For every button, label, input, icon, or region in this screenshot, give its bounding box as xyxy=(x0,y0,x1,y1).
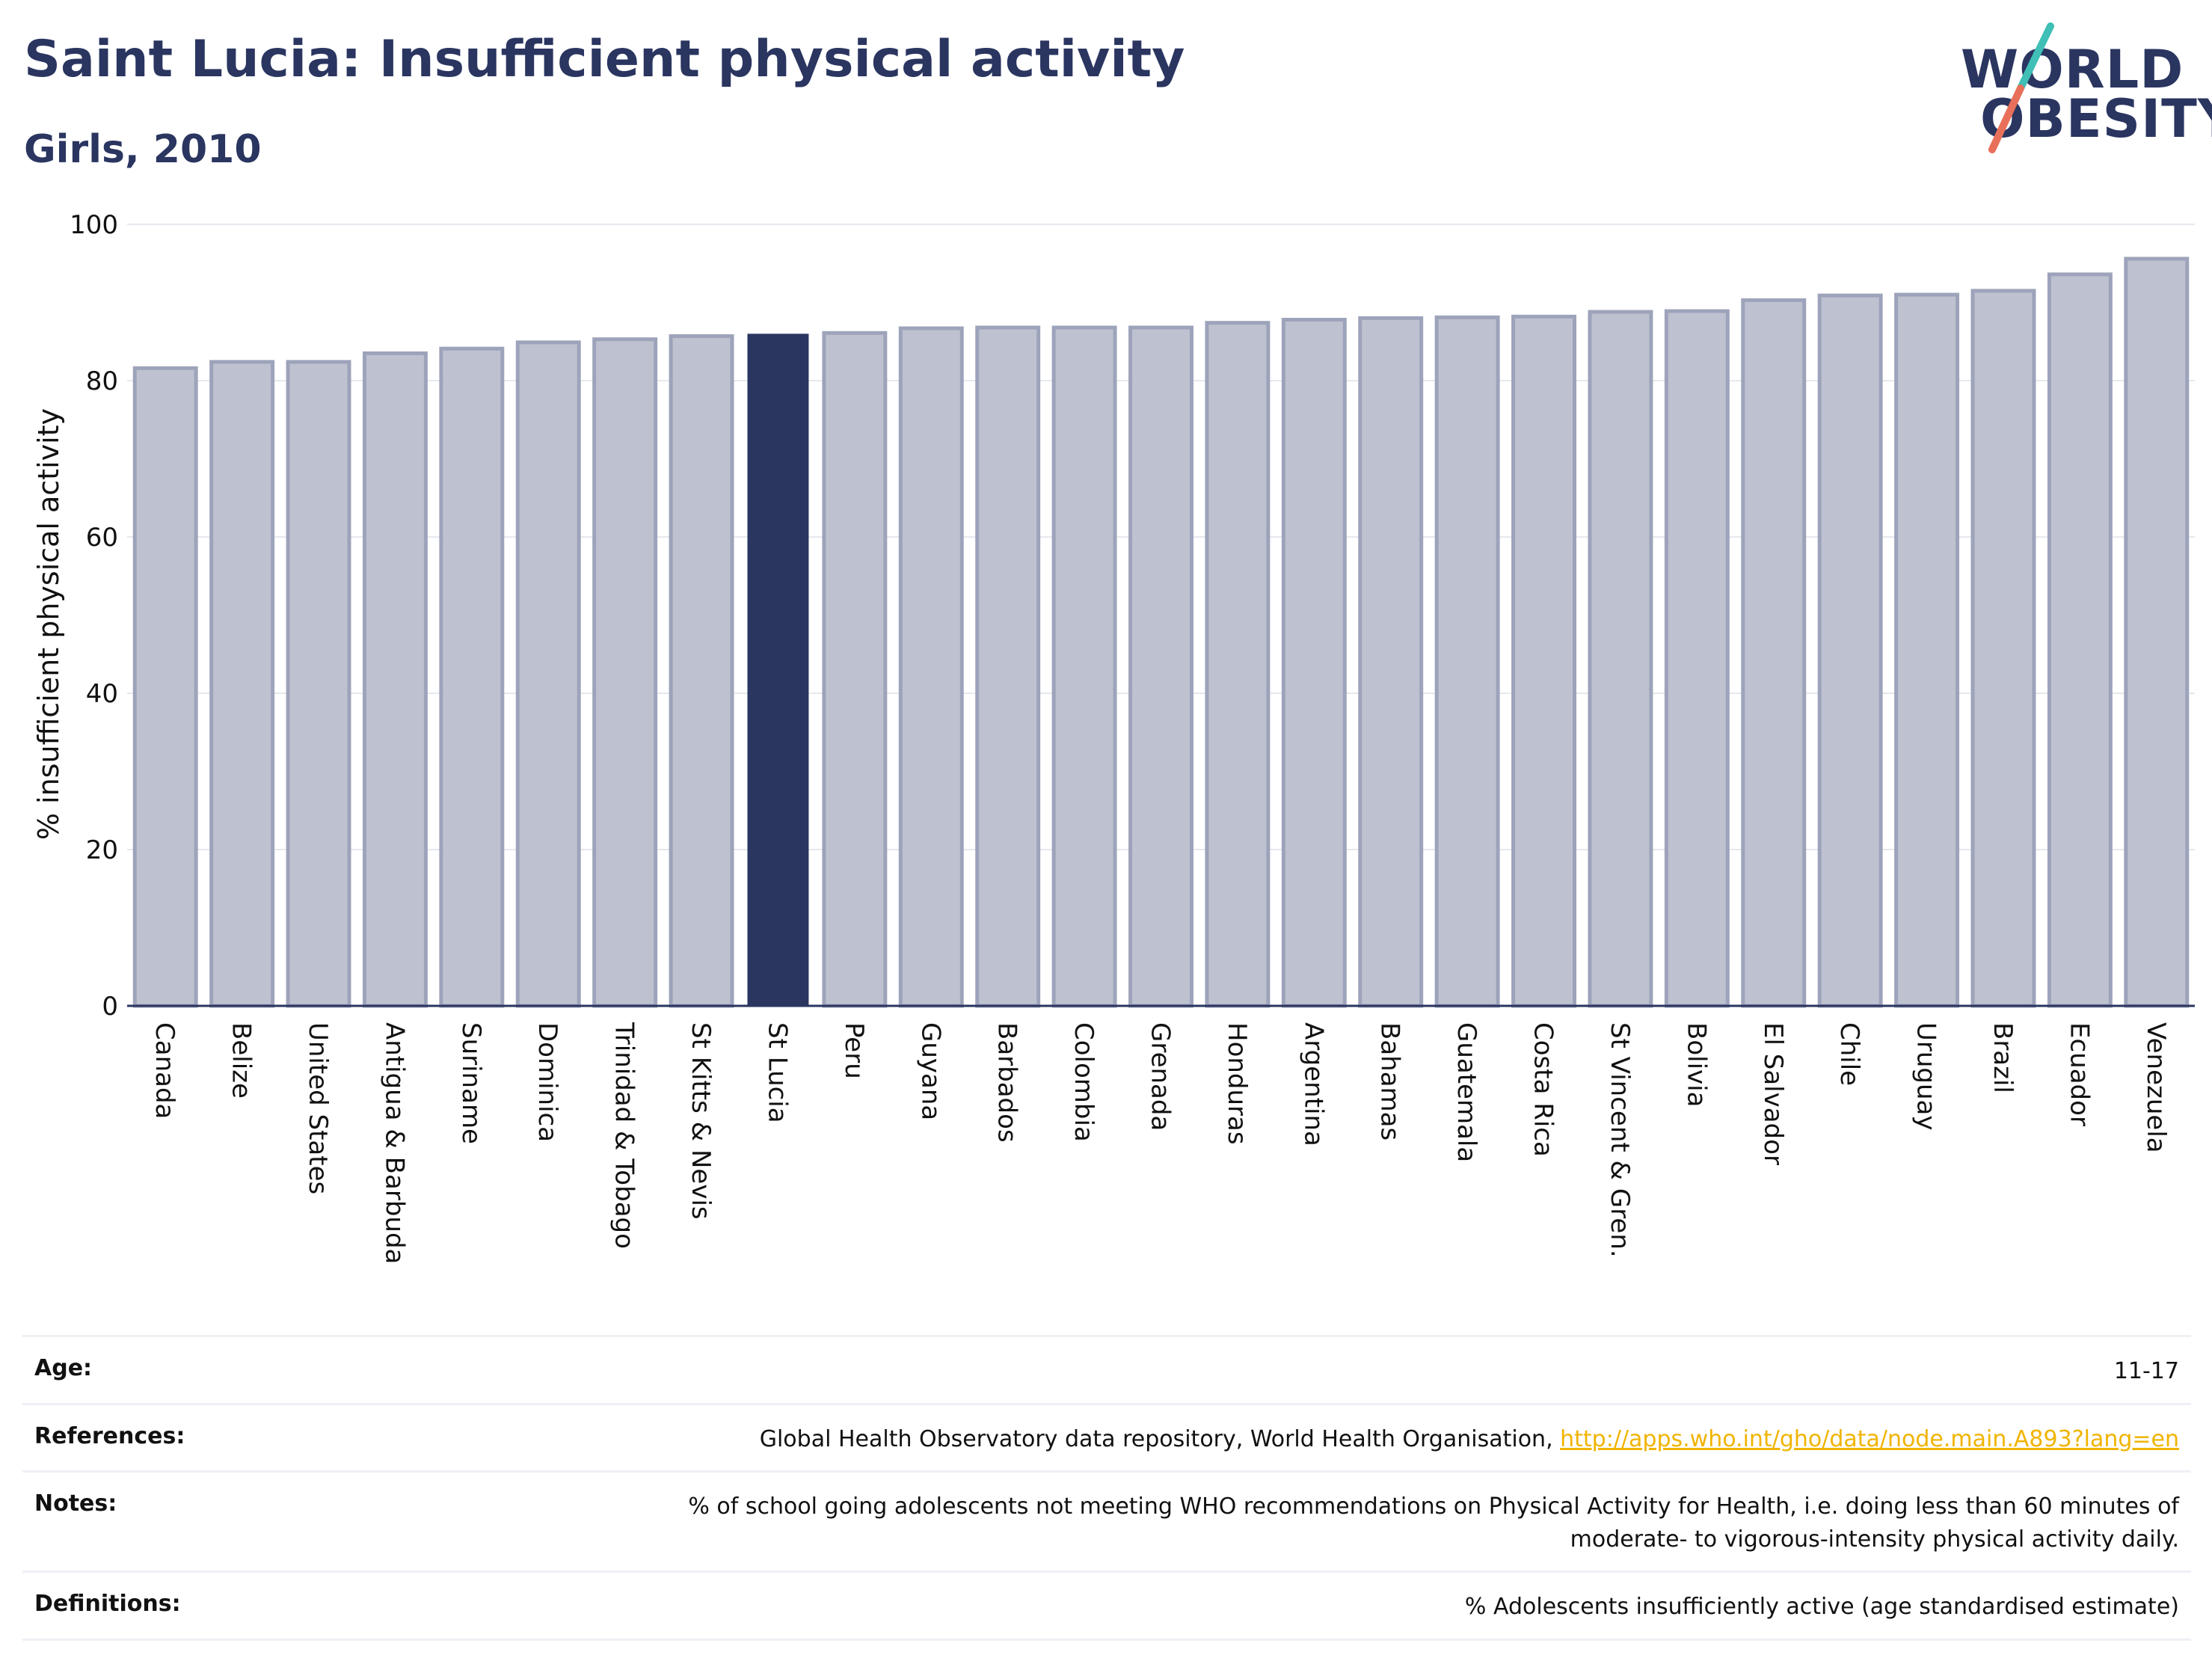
bar-canada xyxy=(132,366,198,1008)
age-value: 11-17 xyxy=(2113,1358,2179,1384)
definitions-label: Definitions: xyxy=(34,1591,181,1617)
bar-bolivia xyxy=(1664,309,1730,1008)
definitions-value: % Adolescents insufficiently active (age… xyxy=(1464,1594,2179,1620)
references-value: Global Health Observatory data repositor… xyxy=(760,1423,2179,1456)
notes-row-references: References: Global Health Observatory da… xyxy=(22,1402,2191,1471)
y-tick-label-0: 0 xyxy=(102,992,118,1022)
bar-colombia xyxy=(1051,325,1117,1008)
y-tick-label-20: 20 xyxy=(86,835,118,865)
x-tick-label-st-lucia: St Lucia xyxy=(762,1022,792,1123)
bar-united-states xyxy=(286,360,351,1008)
x-tick-label-costa-rica: Costa Rica xyxy=(1529,1022,1558,1157)
bar-st-vincent-gren- xyxy=(1588,310,1653,1008)
page-subtitle: Girls, 2010 xyxy=(24,127,262,172)
bar-st-lucia xyxy=(747,334,809,1006)
bar-guyana xyxy=(898,326,964,1008)
bar-trinidad-tobago xyxy=(592,337,658,1008)
bar-guatemala xyxy=(1434,315,1500,1008)
y-tick-label-100: 100 xyxy=(70,210,118,240)
x-tick-label-colombia: Colombia xyxy=(1069,1022,1099,1142)
x-tick-label-brazil: Brazil xyxy=(1988,1022,2018,1093)
bar-barbados xyxy=(975,325,1041,1008)
notes-table: Age: 11-17 References: Global Health Obs… xyxy=(22,1335,2191,1641)
bar-st-kitts-nevis xyxy=(669,334,734,1008)
x-tick-label-st-kitts-nevis: St Kitts & Nevis xyxy=(686,1022,716,1220)
bar-uruguay xyxy=(1894,292,1960,1008)
bar-argentina xyxy=(1281,317,1347,1008)
bar-chart: 0 20 40 60 80 100 % insufficient physical acti… xyxy=(32,210,2195,1264)
x-tick-label-dominica: Dominica xyxy=(532,1022,562,1142)
x-tick-label-guatemala: Guatemala xyxy=(1451,1022,1481,1162)
x-tick-label-united-states: United States xyxy=(303,1022,333,1194)
y-tick-label-80: 80 xyxy=(86,366,118,396)
bar-belize xyxy=(209,360,275,1008)
x-tick-label-ecuador: Ecuador xyxy=(2064,1022,2094,1126)
notes-row-notes: Notes: % of school going adolescents not… xyxy=(22,1470,2191,1570)
notes-row-definitions: Definitions: % Adolescents insufficientl… xyxy=(22,1570,2191,1641)
bar-honduras xyxy=(1205,321,1271,1008)
logo-slash-icon xyxy=(1988,22,2054,153)
bar-bahamas xyxy=(1358,316,1424,1008)
bar-brazil xyxy=(1970,289,2036,1008)
x-tick-label-barbados: Barbados xyxy=(992,1022,1022,1143)
notes-label: Notes: xyxy=(34,1490,117,1517)
y-axis-title: % insufficient physical activity xyxy=(32,408,65,840)
x-tick-label-uruguay: Uruguay xyxy=(1911,1022,1941,1131)
bar-peru xyxy=(822,331,888,1008)
age-label: Age: xyxy=(34,1355,93,1381)
x-tick-label-el-salvador: El Salvador xyxy=(1758,1022,1788,1165)
x-tick-label-peru: Peru xyxy=(839,1022,869,1079)
notes-line-1: % of school going adolescents not meetin… xyxy=(688,1493,2179,1520)
y-tick-label-40: 40 xyxy=(86,679,118,709)
bar-ecuador xyxy=(2047,272,2113,1008)
bar-el-salvador xyxy=(1741,298,1807,1008)
logo-text-world: WORLD xyxy=(1961,39,2184,100)
x-tick-label-guyana: Guyana xyxy=(915,1022,945,1120)
x-tick-label-antigua-barbuda: Antigua & Barbuda xyxy=(379,1022,409,1264)
references-text: Global Health Observatory data repositor… xyxy=(759,1425,1561,1452)
x-tick-label-suriname: Suriname xyxy=(456,1022,486,1144)
x-tick-label-grenada: Grenada xyxy=(1146,1022,1176,1131)
x-tick-label-argentina: Argentina xyxy=(1298,1022,1328,1146)
references-label: References: xyxy=(34,1422,185,1449)
bar-dominica xyxy=(515,340,581,1008)
x-tick-label-st-vincent-gren-: St Vincent & Gren. xyxy=(1605,1022,1635,1258)
x-tick-label-bahamas: Bahamas xyxy=(1375,1022,1405,1140)
x-tick-label-belize: Belize xyxy=(227,1022,256,1099)
references-link[interactable]: http://apps.who.int/gho/data/node.main.A… xyxy=(1560,1425,2179,1452)
x-tick-label-chile: Chile xyxy=(1834,1022,1864,1086)
notes-row-age: Age: 11-17 xyxy=(22,1335,2191,1403)
bar-grenada xyxy=(1128,325,1193,1008)
x-tick-label-honduras: Honduras xyxy=(1222,1022,1252,1145)
bar-chile xyxy=(1817,293,1883,1008)
x-tick-label-venezuela: Venezuela xyxy=(2141,1022,2171,1153)
notes-line-2: moderate- to vigorous-intensity physical… xyxy=(1570,1526,2179,1553)
bar-suriname xyxy=(439,346,505,1008)
bar-venezuela xyxy=(2124,257,2190,1008)
notes-value: % of school going adolescents not meetin… xyxy=(688,1490,2179,1556)
logo-text-obesity: OBESITY xyxy=(1980,88,2212,150)
bar-costa-rica xyxy=(1511,314,1577,1008)
bar-antigua-barbuda xyxy=(362,351,428,1008)
x-tick-label-trinidad-tobago: Trinidad & Tobago xyxy=(609,1022,639,1249)
y-tick-label-60: 60 xyxy=(86,523,118,553)
x-tick-label-bolivia: Bolivia xyxy=(1681,1022,1711,1107)
world-obesity-logo: WORLD OBESITY xyxy=(1944,22,2212,157)
page-title: Saint Lucia: Insufficient physical activ… xyxy=(24,30,1185,89)
x-tick-label-canada: Canada xyxy=(150,1022,179,1119)
